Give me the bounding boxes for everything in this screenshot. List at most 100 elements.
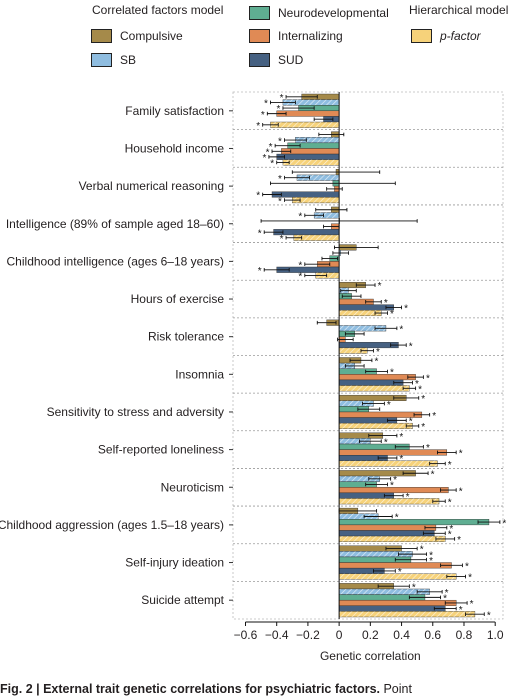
significance-asterisk: *: [468, 573, 472, 584]
legend-swatch-pfactor: [411, 29, 432, 43]
significance-asterisk: *: [298, 272, 302, 283]
significance-asterisk: *: [459, 486, 463, 497]
significance-asterisk: *: [404, 304, 408, 315]
significance-asterisk: *: [399, 432, 403, 443]
significance-asterisk: *: [426, 443, 430, 454]
significance-asterisk: *: [459, 605, 463, 616]
significance-asterisk: *: [399, 454, 403, 465]
significance-asterisk: *: [276, 104, 280, 115]
bar-hatch-p-factor-hours-of-exercise: [339, 310, 382, 316]
significance-asterisk: *: [418, 385, 422, 396]
legend-item-compulsive: Compulsive: [91, 26, 183, 46]
category-label-household-income: Household income: [125, 141, 225, 155]
category-label-family-satisfaction: Family satisfaction: [125, 104, 224, 118]
category-label-intelligence-89-of-sample-aged-18-60: Intelligence (89% of sample aged 18–60): [6, 217, 224, 231]
x-tick-label: −0.6: [234, 628, 258, 642]
significance-asterisk: *: [409, 417, 413, 428]
x-axis-label: Genetic correlation: [320, 649, 421, 663]
significance-asterisk: *: [270, 159, 274, 170]
legend-item-internalizing: Internalizing: [249, 26, 343, 46]
significance-asterisk: *: [421, 394, 425, 405]
x-tick-label: 0.8: [456, 628, 473, 642]
bar-hatch-sb-intelligence-89-of-sample-aged-18-60: [314, 212, 340, 219]
legend-swatch-neurodevelopmental: [249, 6, 270, 20]
bar-sud-verbal-numerical-reasoning: [271, 191, 340, 198]
significance-asterisk: *: [256, 121, 260, 132]
significance-asterisk: *: [421, 422, 425, 433]
significance-asterisk: *: [278, 136, 282, 147]
legend-swatch-internalizing: [249, 29, 270, 43]
legend-label-pfactor: p-factor: [440, 29, 481, 43]
significance-asterisk: *: [261, 110, 265, 121]
significance-asterisk: *: [378, 281, 382, 292]
significance-asterisk: *: [443, 594, 447, 605]
bar-internalizing-suicide-attempt: [338, 599, 457, 606]
bar-internalizing-childhood-aggression-ages-1-5-18-years: [338, 524, 437, 531]
significance-asterisk: *: [280, 234, 284, 245]
x-tick-label: 1.0: [487, 628, 504, 642]
significance-asterisk: *: [390, 309, 394, 320]
figure-caption-rest: Point: [380, 682, 412, 696]
legend-item-pfactor: p-factor: [411, 26, 481, 46]
significance-asterisk: *: [426, 373, 430, 384]
significance-asterisk: *: [269, 142, 273, 153]
bar-hatch-sb-household-income: [295, 137, 340, 143]
significance-asterisk: *: [459, 449, 463, 460]
bar-hatch-p-factor-sensitivity-to-stress-and-adversity: [339, 423, 413, 429]
significance-asterisk: *: [470, 599, 474, 610]
x-tick-label: −0.4: [265, 628, 289, 642]
significance-asterisk: *: [258, 266, 262, 277]
legend-title-hierarchical: Hierarchical model: [409, 3, 509, 17]
bar-hatch-p-factor-family-satisfaction: [270, 122, 340, 128]
category-label-neuroticism: Neuroticism: [161, 480, 224, 494]
significance-asterisk: *: [448, 497, 452, 508]
bar-internalizing-self-reported-loneliness: [338, 449, 448, 456]
significance-asterisk: *: [390, 481, 394, 492]
bar-neurodevelopmental-childhood-aggression-ages-1-5-18-years: [338, 519, 490, 526]
significance-asterisk: *: [448, 529, 452, 540]
bar-internalizing-self-injury-ideation: [338, 562, 452, 569]
bar-hatch-p-factor-risk-tolerance: [339, 347, 368, 354]
legend-label-sb: SB: [120, 53, 137, 67]
significance-asterisk: *: [449, 524, 453, 535]
significance-asterisk: *: [432, 411, 436, 422]
significance-asterisk: *: [395, 513, 399, 524]
bar-hatch-p-factor-self-injury-ideation: [339, 573, 457, 580]
bar-sud-suicide-attempt: [338, 605, 446, 612]
bar-hatch-sb-sensitivity-to-stress-and-adversity: [339, 400, 374, 407]
legend-label-neurodevelopmental: Neurodevelopmental: [278, 6, 389, 20]
legend-item-neurodevelopmental: Neurodevelopmental: [249, 3, 389, 23]
bar-hatch-p-factor-household-income: [282, 159, 340, 166]
category-label-suicide-attempt: Suicide attempt: [141, 593, 224, 607]
bar-hatch-p-factor-intelligence-89-of-sample-aged-18-60: [293, 234, 340, 241]
legend-label-sud: SUD: [278, 53, 304, 67]
x-tick-label: 0.6: [424, 628, 441, 642]
bar-hatch-p-factor-childhood-intelligence-ages-6-18-years: [315, 272, 340, 279]
bar-hatch-sb-childhood-aggression-ages-1-5-18-years: [339, 513, 379, 520]
significance-asterisk: *: [264, 99, 268, 110]
significance-asterisk: *: [445, 588, 449, 599]
significance-asterisk: *: [429, 556, 433, 567]
category-label-self-reported-loneliness: Self-reported loneliness: [98, 443, 224, 457]
significance-asterisk: *: [406, 492, 410, 503]
significance-asterisk: *: [280, 93, 284, 104]
legend-swatch-sb: [91, 53, 112, 67]
bar-hatch-p-factor-neuroticism: [339, 498, 440, 505]
significance-asterisk: *: [502, 518, 506, 529]
significance-asterisk: *: [412, 582, 416, 593]
significance-asterisk: *: [420, 545, 424, 556]
category-label-self-injury-ideation: Self-injury ideation: [125, 556, 224, 570]
significance-asterisk: *: [393, 475, 397, 486]
significance-asterisk: *: [266, 147, 270, 158]
legend-swatch-compulsive: [91, 29, 112, 43]
legend-title-correlated: Correlated factors model: [92, 3, 224, 17]
legend: Correlated factors model Hierarchical mo…: [0, 0, 519, 82]
category-label-hours-of-exercise: Hours of exercise: [131, 292, 225, 306]
x-tick-label: −0.2: [296, 628, 320, 642]
bar-hatch-sb-risk-tolerance: [339, 325, 386, 332]
significance-asterisk: *: [298, 212, 302, 223]
category-label-risk-tolerance: Risk tolerance: [148, 330, 224, 344]
bar-internalizing-insomnia: [338, 374, 416, 381]
significance-asterisk: *: [387, 400, 391, 411]
significance-asterisk: *: [431, 469, 435, 480]
